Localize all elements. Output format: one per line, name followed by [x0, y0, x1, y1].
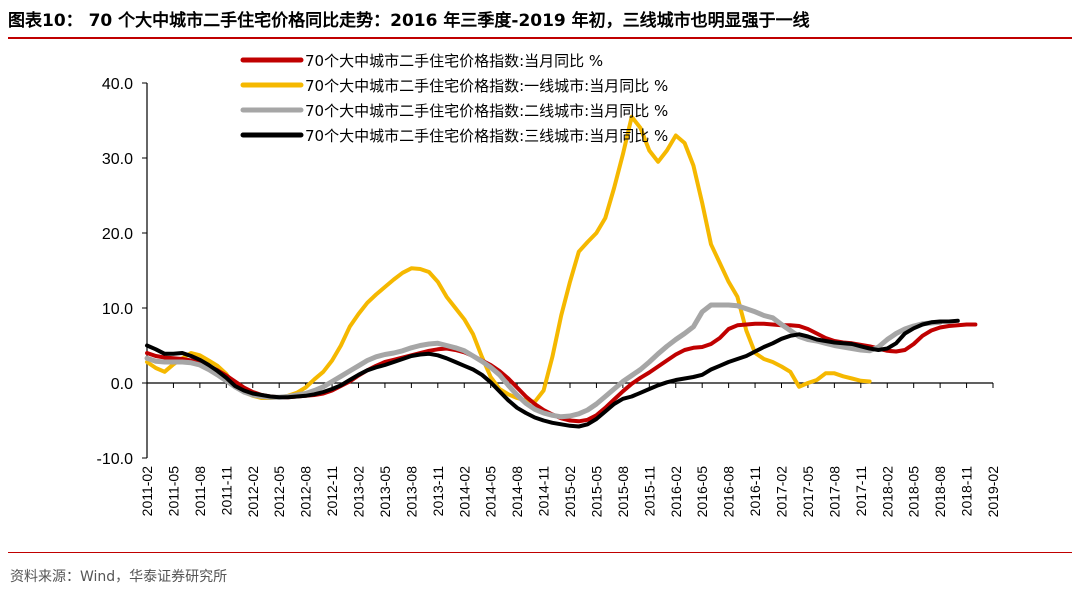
y-tick-label: 40.0 [102, 76, 133, 93]
x-tick-label: 2014-02 [456, 466, 472, 518]
x-tick-label: 2014-08 [509, 466, 525, 518]
x-tick-label: 2016-02 [668, 466, 684, 518]
x-tick-label: 2016-08 [721, 466, 737, 518]
x-tick-label: 2017-02 [774, 466, 790, 518]
x-tick-label: 2017-08 [826, 466, 842, 518]
chart-title: 图表10： 70 个大中城市二手住宅价格同比走势：2016 年三季度-2019 … [8, 11, 810, 31]
x-tick-label: 2013-08 [403, 466, 419, 518]
x-tick-label: 2016-05 [694, 466, 710, 518]
x-tick-label: 2015-08 [615, 466, 631, 518]
y-tick-label: -10.0 [97, 451, 134, 468]
x-tick-label: 2012-08 [298, 466, 314, 518]
chart-axes: 40.0 30.0 20.0 10.0 0.0 -10.0 2011-02 2011-05 20… [97, 76, 1001, 517]
x-tick-label: 2015-05 [588, 466, 604, 518]
series-line-3 [145, 318, 960, 429]
x-tick-label: 2014-05 [483, 466, 499, 518]
x-tick-label: 2017-05 [800, 466, 816, 518]
series-line-2 [144, 302, 943, 420]
legend-label-3: 70个大中城市二手住宅价格指数:三线城市:当月同比 % [305, 127, 668, 145]
x-tick-label: 2013-11 [430, 466, 446, 517]
series-line-1 [145, 114, 872, 404]
source-note: 资料来源：Wind，华泰证券研究所 [10, 569, 228, 585]
footer-divider [8, 552, 1072, 553]
x-tick-label: 2011-05 [165, 466, 181, 517]
x-tick-label: 2016-11 [747, 466, 763, 517]
x-tick-label: 2015-11 [641, 466, 657, 517]
legend-label-2: 70个大中城市二手住宅价格指数:二线城市:当月同比 % [305, 102, 668, 120]
y-tick-label: 20.0 [102, 226, 133, 243]
x-tick-label: 2014-11 [536, 466, 552, 517]
x-tick-label: 2015-02 [562, 466, 578, 518]
x-tick-label: 2012-11 [324, 466, 340, 517]
x-tick-label: 2018-05 [906, 466, 922, 518]
series-lines [144, 114, 978, 429]
legend-label-0: 70个大中城市二手住宅价格指数:当月同比 % [305, 52, 603, 70]
legend-label-1: 70个大中城市二手住宅价格指数:一线城市:当月同比 % [305, 77, 668, 95]
x-tick-label: 2018-08 [932, 466, 948, 518]
x-tick-label: 2011-11 [218, 466, 234, 516]
x-tick-label: 2012-05 [271, 466, 287, 518]
x-tick-label: 2018-02 [879, 466, 895, 518]
x-tick-label: 2013-02 [351, 466, 367, 518]
x-tick-label: 2018-11 [959, 466, 975, 517]
x-tick-label: 2012-02 [245, 466, 261, 518]
x-tick-label: 2011-02 [139, 466, 155, 517]
y-tick-label: 30.0 [102, 151, 133, 168]
x-tick-label: 2017-11 [853, 466, 869, 517]
x-tick-label: 2013-05 [377, 466, 393, 518]
y-tick-label: 0.0 [111, 376, 133, 393]
x-tick-label: 2019-02 [985, 466, 1001, 518]
series-line-0 [145, 321, 978, 424]
title-divider [8, 37, 1072, 39]
chart-legend: 70个大中城市二手住宅价格指数:当月同比 % 70个大中城市二手住宅价格指数:一线… [240, 52, 668, 145]
y-tick-label: 10.0 [102, 301, 133, 318]
x-tick-label: 2011-08 [192, 466, 208, 517]
